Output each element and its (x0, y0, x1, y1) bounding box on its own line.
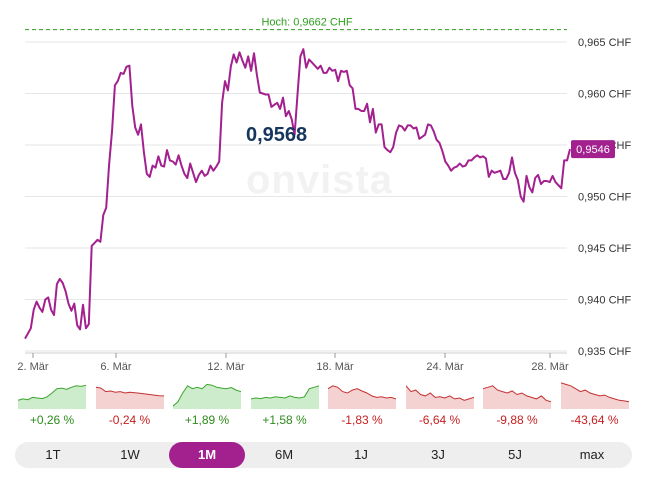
performance-sparkline (560, 382, 629, 409)
x-tick-label: 2. Mär (17, 361, 49, 373)
sparkline-line (328, 385, 396, 400)
tab-5j[interactable]: 5J (508, 447, 522, 462)
price-series-line (24, 48, 571, 340)
performance-sparkline (328, 385, 396, 409)
tab-max[interactable]: max (579, 447, 605, 462)
performance-item: -43,64 % (560, 378, 629, 430)
current-price-badge (571, 140, 615, 159)
performance-label: -43,64 % (570, 413, 619, 427)
performance-item: +0,26 % (18, 378, 86, 430)
sparkline-area (560, 382, 629, 409)
sparkline-area (250, 385, 319, 409)
timeframe-tabs: 1T 1W 1M 6M 1J 3J 5J max (15, 442, 632, 468)
performance-sparkline (250, 385, 319, 409)
performance-sparkline (95, 386, 164, 409)
hover-price-value: 0,9568 (246, 124, 308, 146)
y-tick-label: 0,940 CHF (578, 295, 631, 307)
performance-item: -1,83 % (328, 378, 396, 430)
performance-sparkline (483, 385, 551, 409)
sparkline-area (173, 384, 241, 409)
y-tick-label: 0,960 CHF (578, 89, 631, 101)
x-tick-label: 18. Mär (316, 361, 354, 373)
y-tick-label: 0,935 CHF (578, 346, 631, 358)
sparkline-line (173, 383, 241, 407)
tab-3j[interactable]: 3J (431, 447, 445, 462)
sparkline-area (18, 385, 86, 409)
performance-sparkline (173, 383, 241, 409)
y-tick-label: 0,965 CHF (578, 37, 631, 49)
performance-label: -9,88 % (496, 413, 538, 427)
y-tick-label: 0,945 CHF (578, 243, 631, 255)
performance-label: +1,58 % (262, 413, 307, 427)
sparkline-area (95, 387, 164, 409)
current-price-label: 0,9546 (576, 144, 610, 156)
y-tick-label: 0,950 CHF (578, 192, 631, 204)
sparkline-area (405, 385, 474, 409)
x-tick-label: 24. Mär (426, 361, 464, 373)
performance-item: -9,88 % (483, 378, 551, 430)
onvista-watermark: onvista (246, 158, 394, 202)
sparkline-line (483, 385, 551, 403)
performance-strip: +0,26 % -0,24 % +1,89 % +1,58 % -1,83 % -6,64… (18, 378, 633, 430)
performance-item: -0,24 % (95, 378, 164, 430)
performance-sparkline (18, 384, 86, 409)
x-tick-label: 12. Mär (207, 361, 245, 373)
sparkline-line (405, 385, 474, 401)
performance-sparkline (405, 385, 474, 409)
sparkline-line (95, 386, 164, 397)
performance-label: +0,26 % (29, 413, 75, 427)
tab-1t[interactable]: 1T (45, 447, 61, 462)
tab-1w[interactable]: 1W (120, 447, 140, 462)
performance-label: -0,24 % (108, 413, 151, 427)
performance-item: +1,58 % (250, 378, 319, 430)
sparkline-line (560, 382, 629, 403)
x-tick-label: 6. Mär (100, 361, 132, 373)
x-axis-ticks: 2. Mär 6. Mär 12. Mär 18. Mär 24. Mär 28. Mär (17, 353, 569, 373)
performance-item: +1,89 % (173, 378, 241, 430)
performance-item: -6,64 % (405, 378, 474, 430)
tab-6m[interactable]: 6M (274, 447, 294, 462)
high-label: Hoch: 0,9662 CHF (261, 17, 352, 29)
performance-label: -6,64 % (418, 413, 461, 427)
x-tick-label: 28. Mär (531, 361, 569, 373)
performance-label: -1,83 % (341, 413, 383, 427)
sparkline-line (250, 385, 319, 400)
sparkline-area (328, 385, 396, 409)
sparkline-line (18, 384, 86, 401)
performance-label: +1,89 % (184, 413, 230, 427)
sparkline-area (483, 385, 551, 409)
tab-1j[interactable]: 1J (354, 447, 368, 462)
tab-1m[interactable]: 1M (169, 442, 245, 468)
